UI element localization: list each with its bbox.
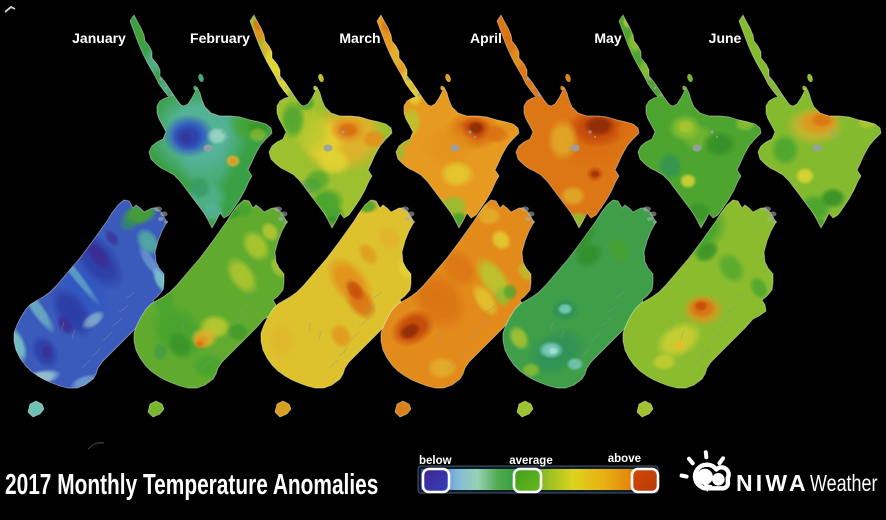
svg-text:Weather: Weather xyxy=(810,471,878,497)
svg-text:below: below xyxy=(419,455,452,467)
svg-text:June: June xyxy=(709,30,742,46)
svg-text:NIWA: NIWA xyxy=(736,470,809,496)
svg-text:April: April xyxy=(470,30,502,46)
svg-text:February: February xyxy=(190,30,250,46)
svg-text:2017 Monthly Temperature Anoma: 2017 Monthly Temperature Anomalies xyxy=(5,469,378,501)
svg-text:average: average xyxy=(509,455,552,467)
svg-text:May: May xyxy=(594,30,621,46)
svg-text:March: March xyxy=(339,30,380,46)
svg-text:January: January xyxy=(72,30,126,46)
svg-text:above: above xyxy=(608,453,641,465)
